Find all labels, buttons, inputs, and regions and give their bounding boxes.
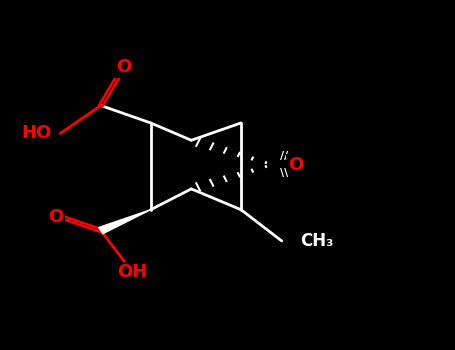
Text: //: // [280,151,288,161]
Text: OH: OH [117,263,148,281]
Text: O: O [288,156,303,174]
Text: O: O [116,58,131,76]
Text: O: O [48,208,63,226]
Text: \\: \\ [280,168,288,178]
Polygon shape [99,210,151,233]
Text: HO: HO [21,124,51,142]
Text: CH₃: CH₃ [300,232,333,250]
